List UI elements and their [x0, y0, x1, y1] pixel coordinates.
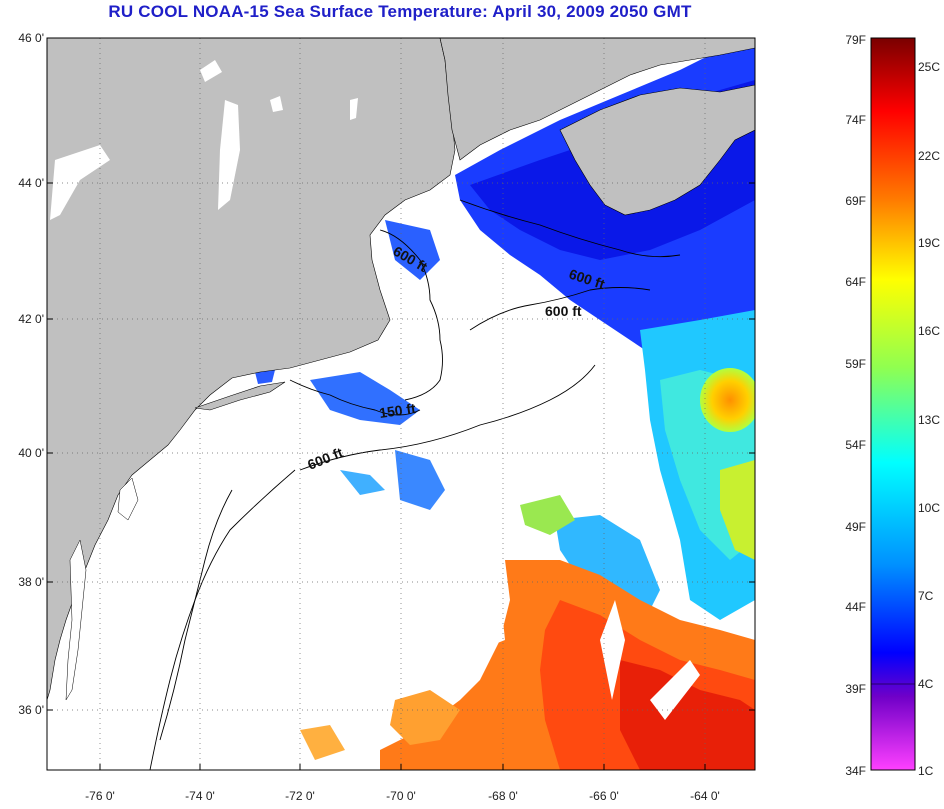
warm-patch-west [390, 690, 460, 745]
warm-strip-east [720, 460, 755, 560]
colorbar-c-label: 1C [918, 764, 934, 778]
colorbar-c-label: 10C [918, 501, 940, 515]
contour-600ft-shelf-break [299, 364, 596, 471]
lat-tick-label: 44 0' [18, 176, 44, 190]
lake-1 [200, 60, 222, 82]
colorbar-c-label: 4C [918, 677, 934, 691]
shelf-patch-1 [310, 372, 420, 425]
contour-150ft [289, 379, 421, 416]
colorbar-c-label: 19C [918, 236, 940, 250]
slope-water-patch [555, 515, 660, 610]
lon-tick-label: -76 0' [85, 789, 115, 803]
gulf-stream-hot [620, 660, 755, 770]
shelf-patch-5 [255, 370, 275, 384]
cloud-gap-3 [475, 590, 505, 650]
lake-3 [350, 98, 358, 120]
lat-tick-label: 40 0' [18, 446, 44, 460]
contour-label: 600 ft [545, 303, 582, 319]
colorbar-f-label: 64F [845, 275, 866, 289]
colorbar-c-label: 7C [918, 589, 934, 603]
contour-scotian [459, 199, 681, 258]
lake-4 [50, 145, 110, 220]
delaware-bay [117, 477, 139, 521]
lon-tick-label: -68 0' [488, 789, 518, 803]
lat-tick-label: 42 0' [18, 312, 44, 326]
axis-ticks [47, 37, 755, 770]
colorbar-c-label: 13C [918, 413, 940, 427]
lon-tick-label: -70 0' [386, 789, 416, 803]
colorbar: 79F 74F 69F 64F 59F 54F 49F 44F 39F 34F … [845, 33, 940, 778]
contour-600ft-gulf-of-maine [379, 229, 443, 401]
lat-tick-label: 36 0' [18, 703, 44, 717]
warm-patch-sw [300, 725, 345, 760]
slope-water-green [520, 495, 575, 535]
colorbar-f-label: 59F [845, 357, 866, 371]
lat-tick-label: 38 0' [18, 575, 44, 589]
shelf-patch-3 [340, 470, 385, 495]
shelf-patch-4 [385, 220, 440, 280]
lake-5 [270, 96, 283, 112]
colorbar-gradient [870, 37, 916, 771]
latitude-labels: 46 0' 44 0' 42 0' 40 0' 38 0' 36 0' [18, 31, 44, 717]
colorbar-f-label: 74F [845, 113, 866, 127]
cloud-gap-1 [600, 600, 625, 700]
colorbar-f-label: 54F [845, 438, 866, 452]
chesapeake-bay [65, 539, 87, 701]
colorbar-c-label: 25C [918, 60, 940, 74]
colorbar-f-label: 34F [845, 764, 866, 778]
bathymetry-contours [149, 199, 681, 770]
colorbar-f-label: 79F [845, 33, 866, 47]
colorbar-celsius-labels: 25C 22C 19C 16C 13C 10C 7C 4C 1C [918, 60, 940, 778]
lon-tick-label: -74 0' [185, 789, 215, 803]
shelf-patch-2 [395, 450, 445, 510]
land-long-island [194, 381, 286, 411]
lake-2 [218, 100, 240, 210]
land-new-brunswick [439, 38, 755, 161]
contour-label: 150 ft [378, 400, 417, 421]
colorbar-c-label: 16C [918, 324, 940, 338]
land-nova-scotia [559, 84, 755, 216]
colorbar-f-label: 39F [845, 682, 866, 696]
longitude-labels: -76 0' -74 0' -72 0' -70 0' -68 0' -66 0… [85, 789, 720, 803]
colorbar-f-label: 49F [845, 520, 866, 534]
lon-tick-label: -72 0' [285, 789, 315, 803]
lon-tick-label: -66 0' [589, 789, 619, 803]
colorbar-f-label: 69F [845, 194, 866, 208]
colorbar-c-label: 22C [918, 149, 940, 163]
contour-150ft-south [159, 489, 233, 741]
map-title: RU COOL NOAA-15 Sea Surface Temperature:… [108, 2, 692, 21]
colorbar-fahrenheit-labels: 79F 74F 69F 64F 59F 54F 49F 44F 39F 34F [845, 33, 866, 778]
cloud-gap-2 [650, 660, 700, 720]
graticule [47, 38, 755, 770]
contour-georges-bank [469, 287, 651, 331]
lat-tick-label: 46 0' [18, 31, 44, 45]
warm-eddy [700, 368, 755, 432]
colorbar-f-label: 44F [845, 600, 866, 614]
lon-tick-label: -64 0' [690, 789, 720, 803]
